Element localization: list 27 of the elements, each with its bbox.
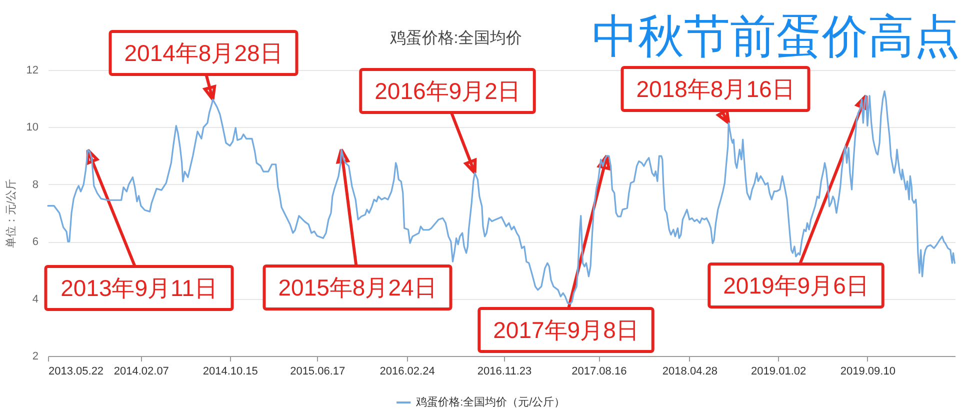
text: 中秋节前蛋价高点: [592, 10, 960, 62]
x-tick-label: 2014.10.15: [202, 366, 258, 378]
annotation: 2019年9月6日: [723, 272, 869, 298]
annotation: 2017年9月8日: [493, 317, 639, 343]
y-axis-title: 单位：元/公斤: [4, 178, 18, 248]
y-tick-label: 2: [32, 350, 38, 362]
annotation: 2015年8月24日: [278, 274, 437, 300]
x-tick-label: 2016.02.24: [380, 366, 435, 378]
x-tick-label: 2017.08.16: [572, 366, 627, 378]
x-tick-label: 2015.06.17: [290, 366, 346, 378]
y-tick-label: 6: [32, 236, 38, 248]
y-tick-label: 12: [26, 64, 38, 76]
annotation: 2013年9月11日: [60, 275, 218, 301]
y-tick-label: 10: [26, 122, 38, 134]
x-tick-label: 2016.11.23: [477, 366, 532, 378]
y-tick-label: 4: [32, 293, 38, 306]
x-tick-label: 2019.09.10: [840, 366, 896, 378]
x-tick-label: 2019.01.02: [751, 366, 806, 378]
chart-title: 鸡蛋价格:全国均价: [388, 30, 522, 47]
y-tick-label: 8: [32, 178, 38, 191]
annotation: 2014年8月28日: [124, 40, 283, 66]
annotation: 2018年8月16日: [636, 76, 795, 102]
annotation: 2016年9月2日: [374, 78, 520, 104]
x-tick-label: 2014.02.07: [114, 366, 169, 378]
legend-label: 鸡蛋价格:全国均价（元/公斤）: [415, 396, 566, 408]
x-tick-label: 2018.04.28: [662, 366, 718, 378]
x-tick-label: 2013.05.22: [48, 366, 104, 378]
